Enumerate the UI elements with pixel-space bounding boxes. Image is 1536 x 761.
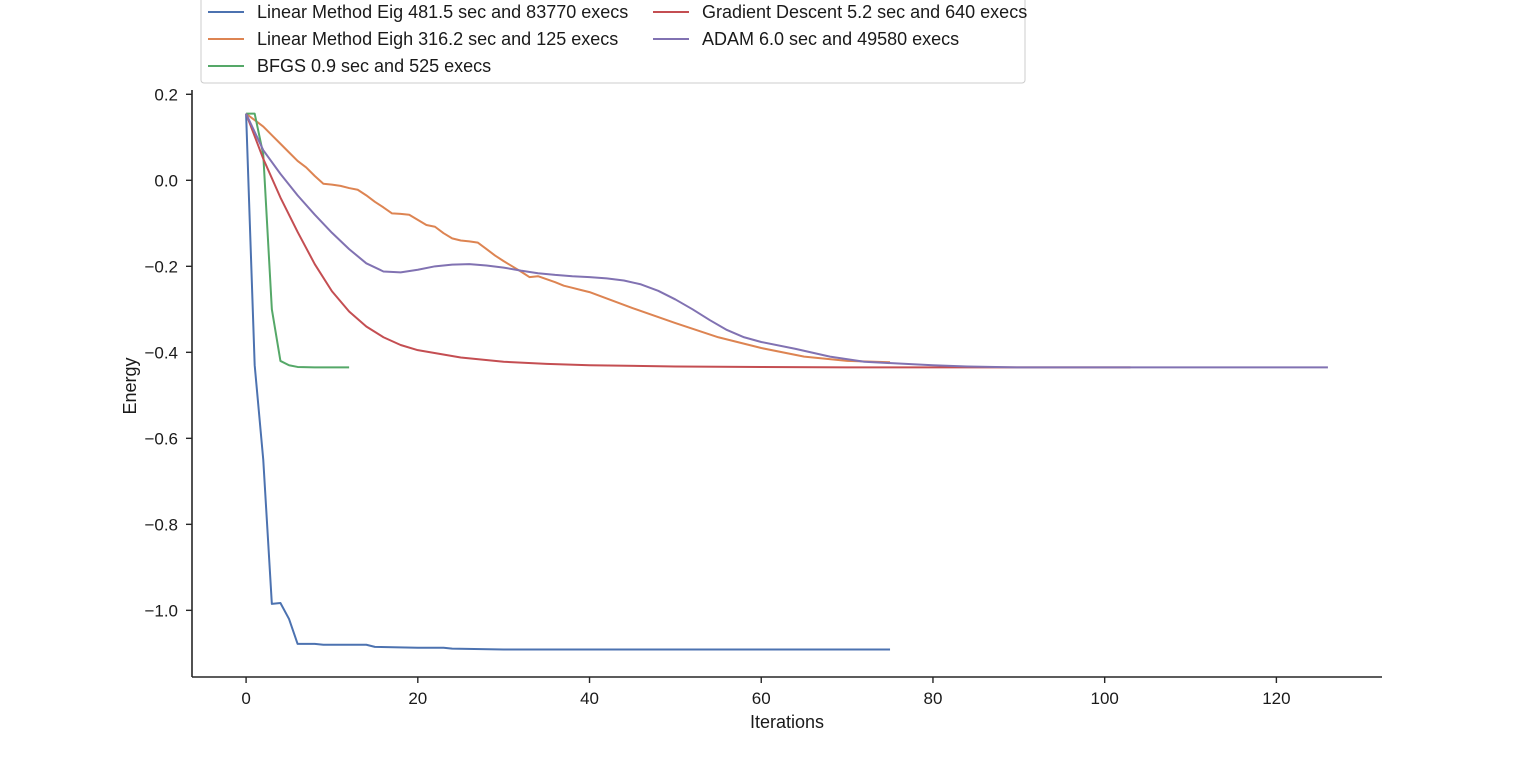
series-line-bfgs-09-sec xyxy=(246,112,350,369)
x-tick-label: 80 xyxy=(923,689,942,708)
y-tick-label: 0.2 xyxy=(154,85,178,104)
legend-entry-label: ADAM 6.0 sec and 49580 execs xyxy=(702,29,959,49)
x-tick-label: 0 xyxy=(241,689,250,708)
legend-entry-label: BFGS 0.9 sec and 525 execs xyxy=(257,56,491,76)
legend: Linear Method Eig 481.5 sec and 83770 ex… xyxy=(200,0,1027,84)
y-tick-label: −0.4 xyxy=(144,343,178,362)
series-line-linear-method-eigh xyxy=(245,112,891,364)
x-tick-label: 60 xyxy=(752,689,771,708)
x-tick-label: 100 xyxy=(1090,689,1118,708)
legend-frame xyxy=(200,0,1026,84)
series-line-adam-60-sec xyxy=(245,113,1328,369)
x-ticks: 0 20 40 60 80 100 120 xyxy=(241,677,1291,708)
y-tick-label: −1.0 xyxy=(144,601,178,620)
axes xyxy=(191,90,1382,678)
x-tick-label: 40 xyxy=(580,689,599,708)
y-axis-label: Energy xyxy=(120,357,140,414)
legend-entry-label: Linear Method Eigh 316.2 sec and 125 exe… xyxy=(257,29,618,49)
x-axis-label: Iterations xyxy=(750,712,824,732)
series-lines xyxy=(245,112,1328,651)
y-tick-label: −0.8 xyxy=(144,515,178,534)
y-tick-label: −0.2 xyxy=(144,257,178,276)
series-line-linear-method-eig xyxy=(245,113,891,651)
x-tick-label: 20 xyxy=(408,689,427,708)
y-ticks: 0.2 0.0 −0.2 −0.4 −0.6 −0.8 −1.0 xyxy=(144,85,192,620)
legend-entry-label: Gradient Descent 5.2 sec and 640 execs xyxy=(702,2,1027,22)
y-tick-label: 0.0 xyxy=(154,171,178,190)
legend-entry-label: Linear Method Eig 481.5 sec and 83770 ex… xyxy=(257,2,628,22)
x-tick-label: 120 xyxy=(1262,689,1290,708)
series-line-gradient-descent-52 xyxy=(245,113,1131,369)
y-tick-label: −0.6 xyxy=(144,429,178,448)
